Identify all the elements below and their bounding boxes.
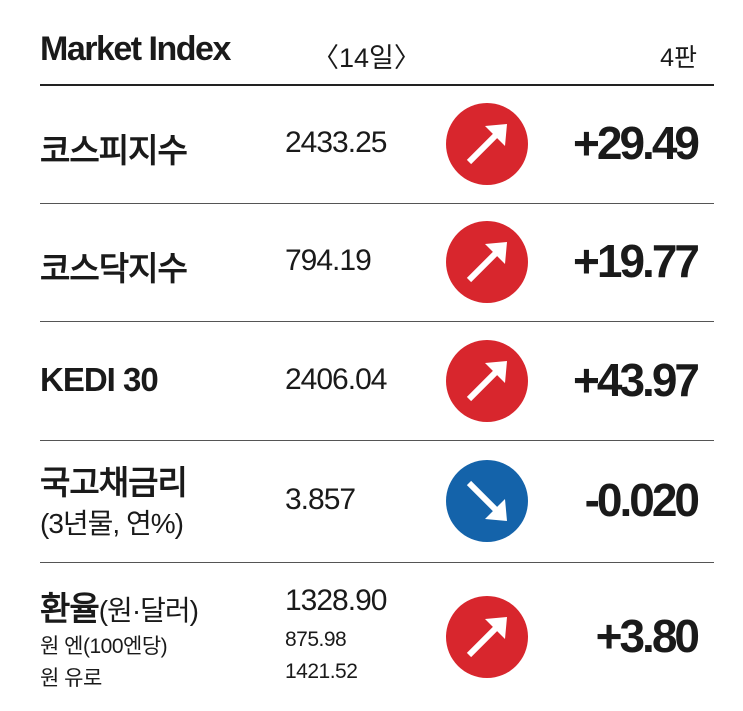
direction-icon <box>446 103 528 185</box>
name-sub: (3년물, 연%) <box>40 508 184 539</box>
direction-icon <box>446 221 528 303</box>
direction-icon <box>446 460 528 542</box>
name-main: 환율 <box>40 590 100 627</box>
row-name: 국고채금리 <box>40 464 188 501</box>
extra-value: 875.98 <box>285 628 347 651</box>
date: 〈14일〉 <box>312 43 421 73</box>
row-value: 1328.90 <box>285 584 387 617</box>
extra-value: 1421.52 <box>285 660 358 683</box>
row-value: 794.19 <box>285 244 372 277</box>
row-divider <box>40 562 714 563</box>
row-change: +3.80 <box>595 609 700 662</box>
extra-label: 원 엔(100엔당) <box>40 635 168 658</box>
edition: 4판 <box>660 44 697 72</box>
direction-icon <box>446 339 528 422</box>
row-name: 코스피지수 <box>40 132 188 169</box>
row-divider <box>40 203 714 204</box>
row-name: 환율(원·달러) <box>40 582 199 630</box>
row-value: 2406.04 <box>285 362 387 396</box>
row-change: +43.97 <box>573 353 700 406</box>
row-name: 코스닥지수 <box>40 250 188 287</box>
row-change: +19.77 <box>573 235 700 287</box>
extra-label: 원 유로 <box>40 667 102 690</box>
row-divider <box>40 440 714 441</box>
header-rule <box>40 84 714 86</box>
row-divider <box>40 321 714 322</box>
direction-icon <box>446 595 528 678</box>
row-value: 3.857 <box>285 483 356 516</box>
row-value: 2433.25 <box>285 126 387 159</box>
row-change: -0.020 <box>584 474 700 526</box>
title: Market Index <box>40 30 231 68</box>
row-change: +29.49 <box>573 117 700 169</box>
row-name: KEDI 30 <box>40 360 159 398</box>
name-sub: (원·달러) <box>98 595 199 626</box>
